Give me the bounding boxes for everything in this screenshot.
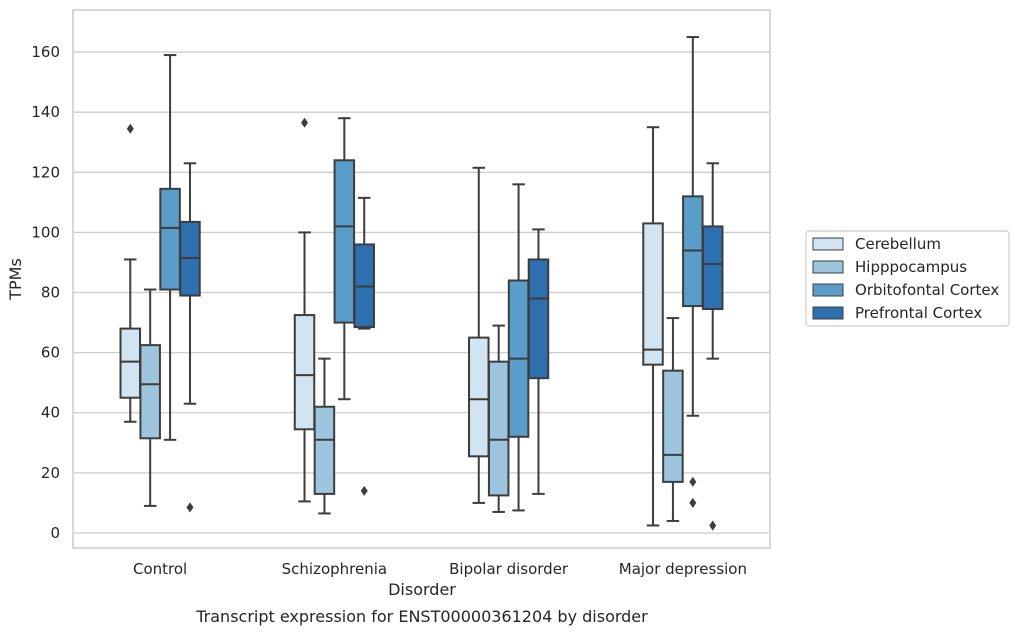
box-iqr: [487, 360, 510, 497]
x-axis-label: Disorder: [388, 580, 456, 599]
x-tick-labels: Control Schizophrenia Bipolar disorder Majo…: [133, 560, 747, 578]
box-cerebellum: [119, 123, 142, 423]
legend-label: Cerebellum: [855, 235, 941, 253]
legend-frame: [805, 230, 1010, 327]
box-iqr: [701, 225, 724, 311]
y-tick-labels: 0 20 40 60 80 100 120 140 160: [31, 43, 60, 542]
y-tick-label: 160: [31, 43, 60, 61]
box-orbitofontal-cortex: [333, 117, 356, 401]
legend-label: Orbitofontal Cortex: [855, 281, 999, 299]
x-tick-label: Bipolar disorder: [449, 560, 569, 578]
box-iqr: [662, 369, 684, 483]
box-prefrontal-cortex: [527, 228, 550, 495]
box-iqr: [468, 336, 490, 458]
box-hipppocampus: [662, 317, 684, 522]
box-iqr: [139, 344, 161, 440]
y-tick-label: 20: [41, 464, 60, 482]
box-orbitofontal-cortex: [682, 36, 704, 508]
box-cerebellum: [468, 166, 490, 504]
box-prefrontal-cortex: [179, 162, 201, 513]
legend-label: Prefrontal Cortex: [855, 304, 982, 322]
box-iqr: [333, 159, 356, 324]
y-tick-label: 80: [41, 284, 60, 302]
y-tick-label: 40: [41, 404, 60, 422]
outlier-point: [186, 502, 194, 513]
x-tick-label: Major depression: [619, 560, 747, 578]
box-iqr: [642, 222, 664, 366]
box-prefrontal-cortex: [353, 196, 375, 496]
legend-swatch: [812, 306, 844, 320]
outlier-point: [360, 485, 368, 496]
outlier-point: [689, 497, 697, 508]
box-cerebellum: [293, 117, 316, 503]
boxes: [119, 36, 724, 531]
outlier-point: [301, 117, 309, 128]
y-tick-label: 60: [41, 344, 60, 362]
box-iqr: [313, 405, 336, 495]
y-tick-label: 140: [31, 103, 60, 121]
x-tick-label: Control: [133, 560, 187, 578]
outlier-point: [709, 520, 717, 531]
plot-frame: [72, 9, 771, 549]
box-iqr: [527, 258, 550, 380]
y-tick-label: 120: [31, 163, 60, 181]
legend: Cerebellum Hipppocampus Orbitofontal Corte…: [805, 230, 1010, 327]
legend-swatch: [812, 260, 844, 274]
outlier-point: [689, 476, 697, 487]
box-hipppocampus: [487, 324, 510, 513]
y-tick-label: 0: [50, 524, 60, 542]
box-iqr: [293, 314, 316, 431]
y-axis-label: TPMs: [6, 258, 25, 301]
box-iqr: [119, 327, 142, 399]
box-prefrontal-cortex: [701, 162, 724, 531]
legend-swatch: [812, 237, 844, 251]
box-iqr: [159, 187, 181, 291]
box-hipppocampus: [139, 288, 161, 507]
chart-caption: Transcript expression for ENST0000036120…: [195, 607, 648, 626]
box-orbitofontal-cortex: [507, 183, 530, 512]
box-hipppocampus: [313, 357, 336, 515]
x-tick-label: Schizophrenia: [282, 560, 387, 578]
outlier-point: [126, 123, 134, 134]
legend-swatch: [812, 283, 844, 297]
y-tick-label: 100: [31, 223, 60, 241]
legend-label: Hipppocampus: [855, 258, 967, 276]
box-cerebellum: [642, 126, 664, 527]
